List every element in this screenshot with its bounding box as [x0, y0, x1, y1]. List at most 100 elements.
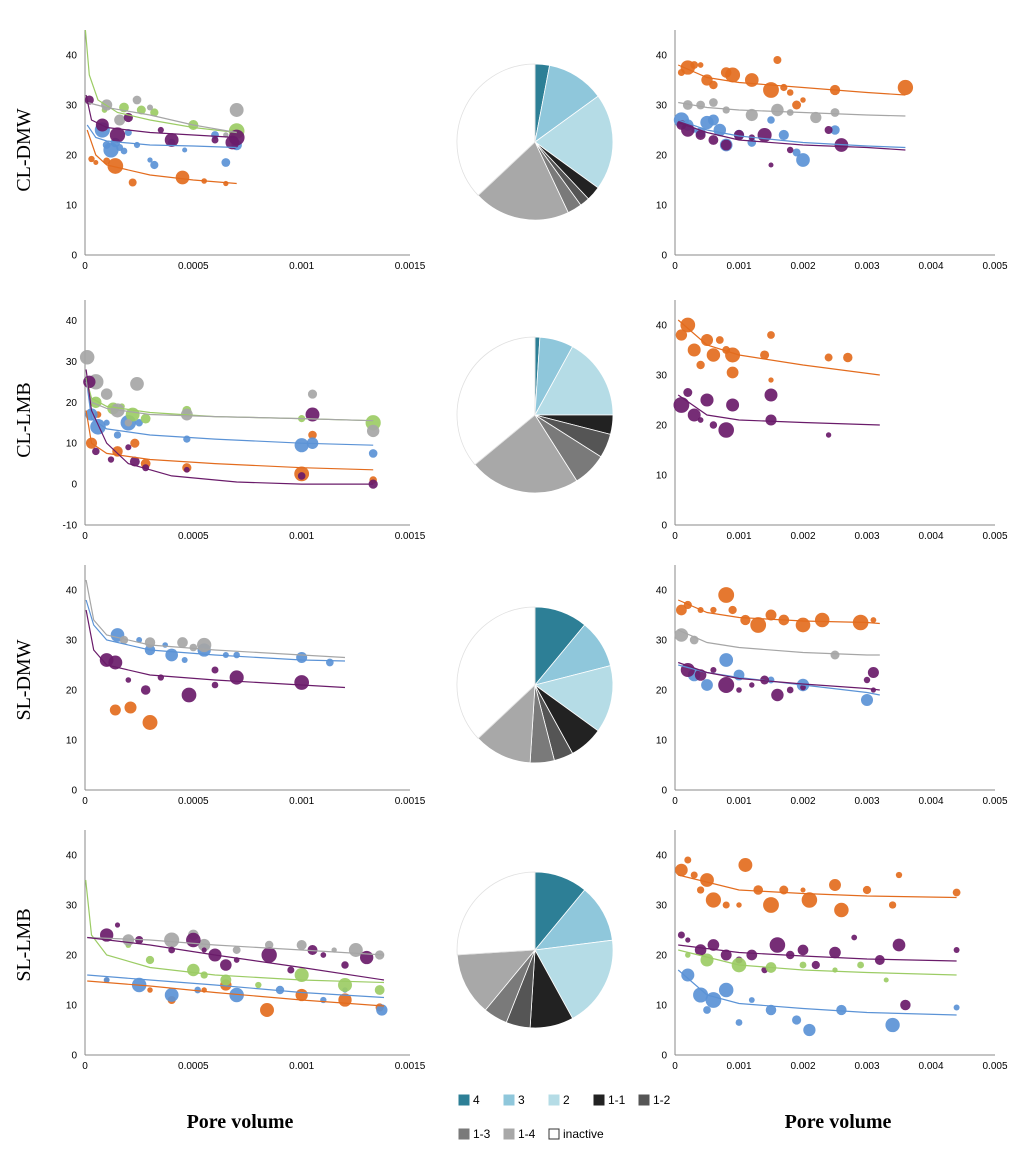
point-purple [736, 687, 742, 693]
fit-line-gray [677, 629, 880, 656]
point-blue [183, 435, 191, 443]
row-labels: CL-DMW CL-LMB SL-DMW SL-LMB [13, 108, 35, 981]
fit-line-green [678, 949, 957, 976]
y-tick-label: 20 [66, 151, 78, 162]
point-purple [687, 408, 701, 422]
point-blue [693, 987, 709, 1003]
point-purple [297, 472, 306, 480]
point-orange [223, 180, 229, 187]
point-blue [836, 1004, 847, 1016]
x-tick-label: 0.0015 [395, 1061, 426, 1072]
y-tick-label: 20 [66, 686, 78, 697]
point-gray [232, 946, 241, 954]
x-tick-label: 0.0005 [178, 531, 209, 542]
point-gray [189, 643, 198, 652]
x-tick-label: 0.003 [854, 1061, 879, 1072]
y-tick-label: 10 [66, 736, 78, 747]
x-tick-label: 0 [672, 531, 678, 542]
point-orange [801, 892, 818, 908]
point-gray [146, 104, 154, 111]
point-blue [275, 985, 285, 995]
point-blue [103, 419, 110, 426]
scatter-sl-dmw-right: 0 0.001 0.002 0.003 0.004 0.005 0 10 20 30 40 [656, 565, 1008, 807]
scatter-sl-lmb-left: 0 0.0005 0.001 0.0015 0 10 20 30 40 [66, 830, 426, 1072]
legend-label: 3 [518, 1093, 525, 1107]
x-tick-label: 0.003 [854, 796, 879, 807]
fit-line-gray [87, 101, 237, 134]
scatter-sl-dmw-left: 0 0.0005 0.001 0.0015 0 10 20 30 40 [66, 565, 426, 807]
point-orange [765, 609, 777, 621]
x-tick-label: 0.0015 [395, 261, 426, 272]
point-blue [229, 987, 244, 1003]
point-orange [107, 158, 124, 174]
x-tick-label: 0.0005 [178, 261, 209, 272]
point-gray [264, 940, 274, 950]
legend-swatch [503, 1128, 515, 1140]
y-tick-label: 10 [656, 471, 668, 482]
point-purple [680, 662, 695, 678]
fit-line-gray [85, 579, 346, 659]
y-tick-label: 10 [66, 1001, 78, 1012]
point-blue [326, 658, 334, 667]
fit-line-gray [87, 936, 385, 956]
point-purple [287, 966, 295, 974]
point-green [150, 108, 159, 117]
point-orange [690, 61, 699, 69]
point-orange [687, 343, 701, 357]
point-purple [360, 950, 374, 965]
point-blue [778, 129, 789, 141]
point-orange [888, 901, 897, 909]
point-orange [706, 348, 721, 362]
pie-slice-1-4 [477, 141, 569, 221]
legend-label: 1-1 [608, 1093, 626, 1107]
fit-line-orange [677, 599, 880, 625]
point-blue [701, 679, 713, 691]
point-blue [953, 1004, 960, 1011]
point-green [136, 105, 146, 115]
y-tick-label: 30 [656, 371, 668, 382]
point-purple [685, 937, 691, 943]
point-blue [165, 648, 178, 662]
point-gray [130, 377, 144, 391]
point-purple [771, 688, 784, 702]
point-orange [824, 353, 833, 362]
point-purple [125, 677, 132, 683]
legend-label: 1-2 [653, 1093, 671, 1107]
x-tick-label: 0.001 [726, 1061, 751, 1072]
legend-item-2: 2 [548, 1093, 570, 1107]
legend-swatch [593, 1094, 605, 1106]
point-purple [733, 129, 745, 141]
row-label-cl-lmb: CL-LMB [13, 382, 35, 458]
legend-swatch [503, 1094, 515, 1106]
point-blue [719, 653, 734, 667]
point-green [200, 971, 208, 979]
point-orange [705, 892, 721, 908]
point-purple [709, 421, 718, 429]
x-tick-label: 0.001 [726, 531, 751, 542]
y-tick-label: 40 [66, 316, 78, 327]
x-tick-label: 0 [82, 261, 88, 272]
x-tick-label: 0.004 [918, 1061, 943, 1072]
point-purple [867, 666, 879, 679]
point-orange [862, 885, 872, 895]
fit-line-orange [677, 64, 906, 96]
point-purple [186, 932, 201, 948]
point-orange [680, 317, 696, 333]
point-purple [769, 937, 786, 953]
point-orange [684, 856, 692, 864]
pie-slice-2 [534, 95, 614, 189]
legend-item-1-1: 1-1 [593, 1093, 626, 1107]
pie-slice-2 [534, 665, 614, 732]
point-purple [718, 422, 734, 438]
point-gray [682, 100, 693, 110]
point-orange [786, 89, 794, 96]
point-gray [674, 628, 689, 642]
x-axis-label-right: Pore volume [785, 1111, 892, 1133]
point-purple [786, 686, 794, 694]
point-blue [767, 116, 775, 124]
fit-line-purple [678, 944, 957, 962]
point-green [338, 978, 352, 992]
point-purple [320, 952, 327, 958]
pie-slice-1-4 [456, 949, 536, 1011]
point-purple [129, 456, 140, 467]
